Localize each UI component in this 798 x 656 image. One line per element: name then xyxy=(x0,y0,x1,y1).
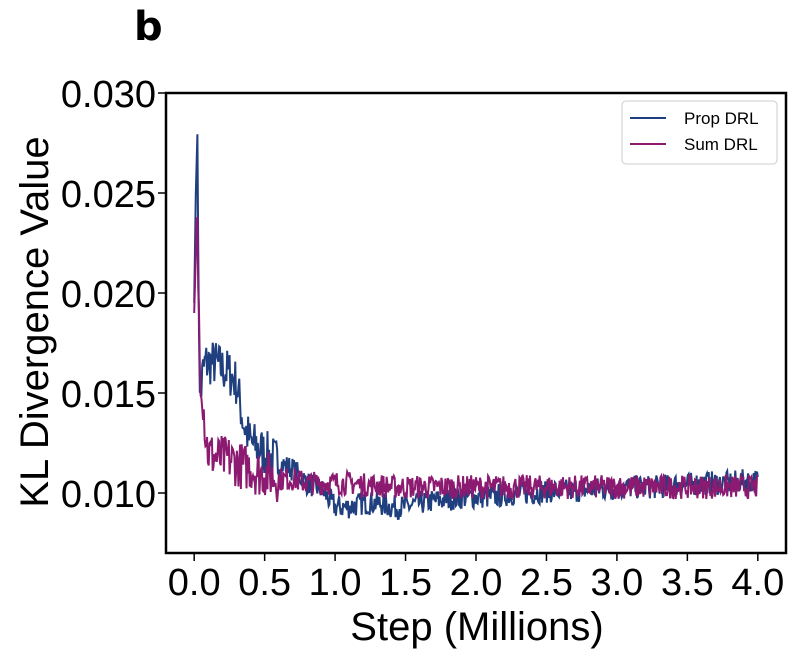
y-tick-label: 0.025 xyxy=(61,174,156,216)
x-tick-label: 0.5 xyxy=(238,562,291,604)
x-tick-label: 4.0 xyxy=(731,562,784,604)
legend: Prop DRL Sum DRL xyxy=(621,100,778,165)
y-tick-label: 0.015 xyxy=(61,374,156,416)
x-axis-label: Step (Millions) xyxy=(350,605,603,649)
x-tick-label: 3.5 xyxy=(661,562,714,604)
x-tick-label: 2.0 xyxy=(450,562,503,604)
legend-box xyxy=(621,100,778,165)
x-tick-label: 2.5 xyxy=(520,562,573,604)
x-tick-label: 0.0 xyxy=(168,562,221,604)
legend-entry-label: Prop DRL xyxy=(684,109,759,128)
y-tick-label: 0.030 xyxy=(61,74,156,116)
series-layer xyxy=(193,134,759,520)
y-tick-label: 0.010 xyxy=(61,474,156,516)
x-tick-label: 3.0 xyxy=(590,562,643,604)
axes-layer: 0.0 0.5 1.0 1.5 2.0 2.5 3.0 3.5 4.0 0.010 0.015 0.0… xyxy=(61,74,788,604)
legend-entry-label: Sum DRL xyxy=(684,135,758,154)
y-axis-label: KL Divergence Value xyxy=(13,136,57,507)
panel-label: b xyxy=(134,4,163,50)
series-line-sum-drl xyxy=(193,216,759,503)
x-tick-label: 1.0 xyxy=(309,562,362,604)
y-tick-label: 0.020 xyxy=(61,274,156,316)
x-tick-label: 1.5 xyxy=(379,562,432,604)
